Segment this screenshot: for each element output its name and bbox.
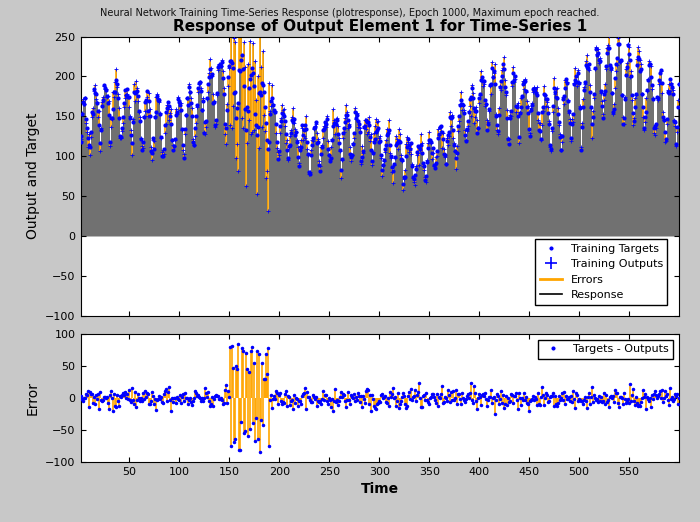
Title: Response of Output Element 1 for Time-Series 1: Response of Output Element 1 for Time-Se… bbox=[173, 19, 587, 34]
X-axis label: Time: Time bbox=[360, 482, 399, 496]
Y-axis label: Error: Error bbox=[26, 381, 40, 415]
Text: Neural Network Training Time-Series Response (plotresponse), Epoch 1000, Maximum: Neural Network Training Time-Series Resp… bbox=[100, 8, 600, 18]
Y-axis label: Output and Target: Output and Target bbox=[26, 113, 40, 240]
Legend: Targets - Outputs: Targets - Outputs bbox=[538, 340, 673, 359]
Legend: Training Targets, Training Outputs, Errors, Response: Training Targets, Training Outputs, Erro… bbox=[536, 239, 668, 305]
